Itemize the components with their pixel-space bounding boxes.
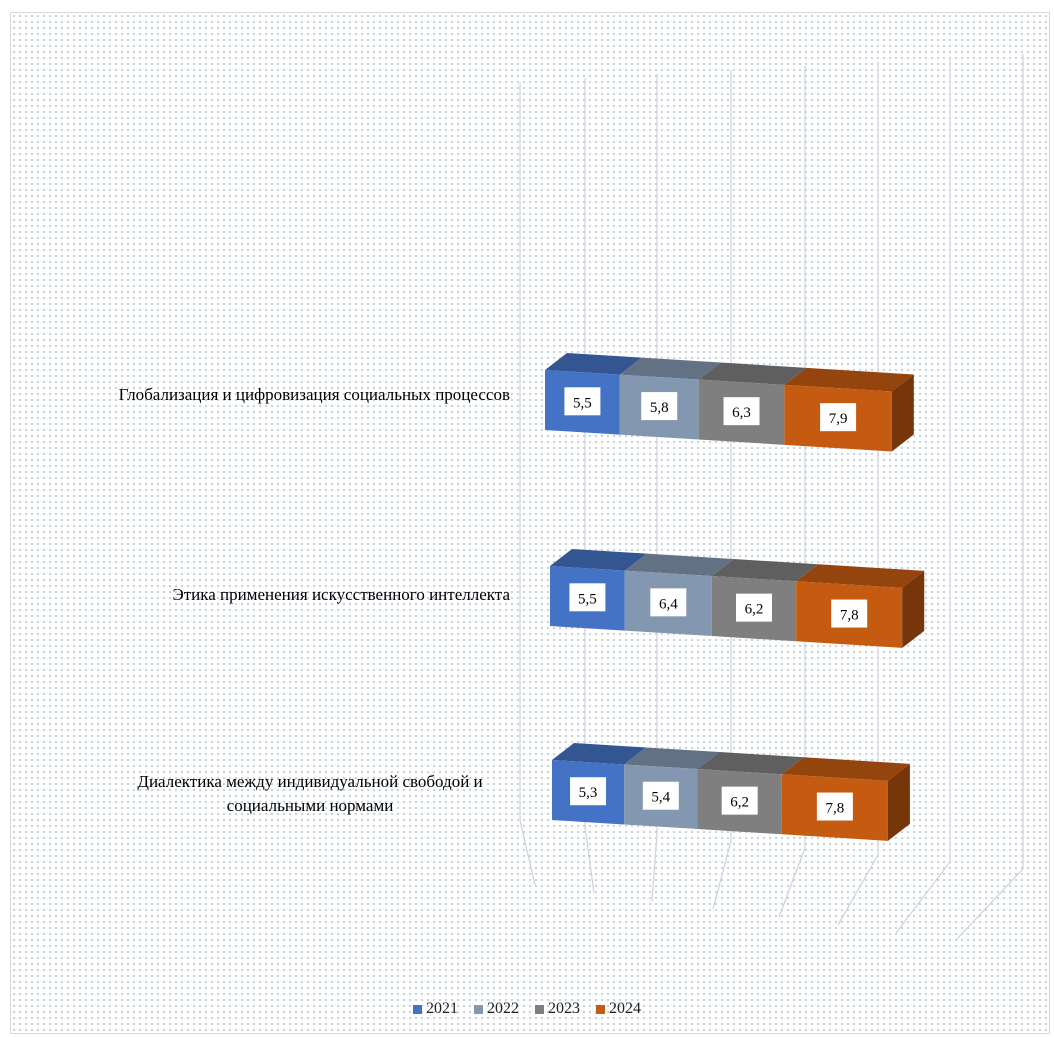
data-label: 5,4 <box>651 790 670 806</box>
bars: 5,5 5,8 6,3 7,9 5,5 6,4 6,2 7,8 5,3 5,4 6,2 7,8 <box>545 353 925 841</box>
data-label: 7,9 <box>829 411 848 427</box>
legend-item-2022: 2022 <box>474 1000 519 1018</box>
bar-segment-top <box>781 757 910 781</box>
legend-swatch-2022 <box>474 1004 483 1014</box>
bar-segment-top <box>624 747 720 770</box>
bar-segment-top <box>698 362 807 385</box>
legend-item-2023: 2023 <box>535 1000 580 1018</box>
data-label-box <box>570 777 607 806</box>
bar-segment-side <box>891 374 914 452</box>
data-label-box <box>820 403 857 432</box>
bar-segment-top <box>552 743 647 765</box>
gridlines <box>519 54 1024 942</box>
data-label-box <box>723 397 760 426</box>
data-label-box <box>642 781 679 810</box>
data-label: 5,3 <box>579 785 598 801</box>
gridline-floor <box>837 854 879 926</box>
legend-label-2022: 2022 <box>487 1000 519 1017</box>
legend-item-2021: 2021 <box>413 1000 458 1018</box>
category-label: Этика применения искусственного интеллек… <box>172 585 510 604</box>
gridline-floor <box>519 819 536 886</box>
bar-segment-side <box>887 763 910 841</box>
legend-label-2024: 2024 <box>609 1000 641 1017</box>
data-label-box <box>650 588 687 617</box>
data-label: 7,8 <box>840 608 859 624</box>
bar-segment-top <box>711 559 819 582</box>
data-label: 7,8 <box>826 801 845 817</box>
bar-segment-top <box>697 752 804 775</box>
data-label: 5,5 <box>578 591 597 607</box>
legend-label-2021: 2021 <box>426 1000 458 1017</box>
gridline-floor <box>651 833 658 902</box>
bar-segment-top <box>619 357 721 380</box>
data-label-box <box>831 599 868 628</box>
data-label-box <box>736 593 772 622</box>
legend-item-2024: 2024 <box>596 1000 641 1018</box>
category-label: Глобализация и цифровизация социальных п… <box>119 385 510 404</box>
bar-segment-top <box>545 353 642 375</box>
data-label-box <box>564 387 601 416</box>
bar-segment-side <box>902 570 925 648</box>
data-label: 6,2 <box>730 795 749 811</box>
data-label-box <box>816 792 853 821</box>
bar-segment-top <box>784 367 914 392</box>
data-label: 5,5 <box>573 395 592 411</box>
legend-swatch-2024 <box>596 1004 605 1014</box>
data-label: 5,8 <box>650 400 669 416</box>
category-labels: Глобализация и цифровизация социальных п… <box>119 385 511 815</box>
category-label: Диалектика между индивидуальной свободой… <box>137 772 482 791</box>
data-label: 6,2 <box>745 602 764 618</box>
data-label: 6,4 <box>659 596 678 612</box>
category-label: социальными нормами <box>227 796 394 815</box>
gridline-floor <box>712 840 732 910</box>
bar-segment-top <box>550 549 647 571</box>
data-label-box <box>641 392 678 421</box>
legend-swatch-2021 <box>413 1004 422 1014</box>
legend-label-2023: 2023 <box>548 1000 580 1017</box>
data-label: 6,3 <box>732 405 751 421</box>
legend-swatch-2023 <box>535 1004 544 1014</box>
gridline-floor <box>954 868 1024 942</box>
bar-segment-top <box>624 553 734 577</box>
gridline-floor <box>778 847 806 918</box>
gridline-floor <box>895 861 951 934</box>
data-label-box <box>569 583 606 612</box>
bar-segment-top <box>796 564 925 588</box>
legend: 2021 2022 2023 2024 <box>0 1000 1054 1018</box>
chart-area <box>10 12 1050 1034</box>
gridline-floor <box>584 826 595 894</box>
data-label-box <box>721 786 758 815</box>
